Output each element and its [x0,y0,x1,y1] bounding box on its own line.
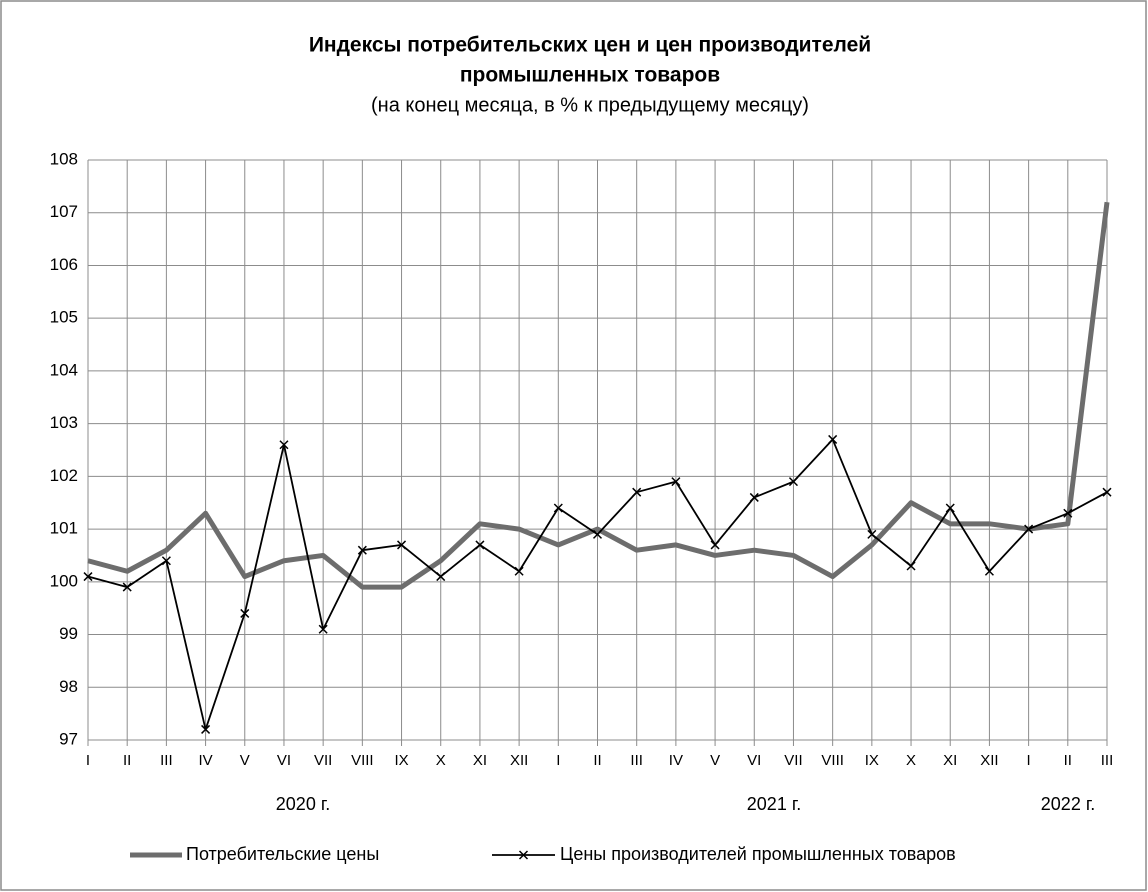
x-tick-label: IV [669,752,683,769]
x-tick-label: VII [314,752,332,769]
marker [514,566,524,576]
y-tick-label: 104 [50,360,78,379]
x-tick-label: V [710,752,720,769]
marker [828,434,838,444]
marker [1024,524,1034,534]
x-tick-label: II [593,752,601,769]
marker [906,561,916,571]
y-tick-label: 99 [59,624,78,643]
legend-label: Цены производителей промышленных товаров [560,844,956,864]
marker [788,477,798,487]
y-tick-label: 102 [50,466,78,485]
x-tick-label: XI [943,752,957,769]
year-label: 2021 г. [747,794,801,814]
x-tick-label: I [556,752,560,769]
y-tick-label: 100 [50,571,78,590]
chart-subtitle: (на конец месяца, в % к предыдущему меся… [371,94,809,116]
marker [749,492,759,502]
marker [1063,508,1073,518]
y-tick-label: 98 [59,677,78,696]
marker [553,503,563,513]
marker [592,529,603,539]
x-tick-label: II [123,752,131,769]
x-tick-label: III [160,752,173,769]
y-tick-label: 103 [50,413,78,432]
marker [710,540,720,550]
x-tick-label: III [1101,752,1114,769]
x-tick-label: VIII [821,752,844,769]
chart-title: Индексы потребительских цен и цен произв… [309,34,871,57]
y-tick-label: 106 [50,255,78,274]
x-tick-label: V [240,752,250,769]
marker [83,572,93,582]
year-label: 2020 г. [276,794,330,814]
x-tick-label: IV [198,752,212,769]
x-tick-label: VI [277,752,291,769]
marker [475,540,485,550]
x-tick-label: I [1027,752,1031,769]
year-label: 2022 г. [1041,794,1095,814]
marker [632,487,642,497]
marker [201,724,211,734]
x-tick-label: XII [510,752,528,769]
marker [357,545,367,555]
x-tick-label: X [906,752,916,769]
y-tick-label: 97 [59,729,78,748]
marker [161,556,171,566]
chart-title: промышленных товаров [460,64,720,87]
y-tick-label: 108 [50,149,78,168]
marker [945,503,955,513]
legend-marker [518,850,529,860]
marker [397,540,407,550]
marker [1102,487,1112,497]
x-tick-label: VII [784,752,802,769]
x-tick-label: XII [980,752,998,769]
x-tick-label: II [1064,752,1072,769]
marker [240,608,250,618]
y-tick-label: 101 [50,519,78,538]
x-tick-label: I [86,752,90,769]
x-tick-label: III [630,752,643,769]
x-tick-label: VIII [351,752,374,769]
x-tick-label: IX [865,752,879,769]
marker [279,440,289,450]
marker [122,582,132,592]
x-tick-label: X [436,752,446,769]
x-tick-label: XI [473,752,487,769]
marker [436,572,446,582]
x-tick-label: VI [747,752,761,769]
marker [867,529,877,539]
marker [984,566,994,576]
marker [671,477,681,487]
legend-label: Потребительские цены [186,844,379,864]
series-line [87,201,1110,590]
x-tick-label: IX [394,752,408,769]
y-tick-label: 107 [50,202,78,221]
y-tick-label: 105 [50,308,78,327]
marker [318,624,328,634]
